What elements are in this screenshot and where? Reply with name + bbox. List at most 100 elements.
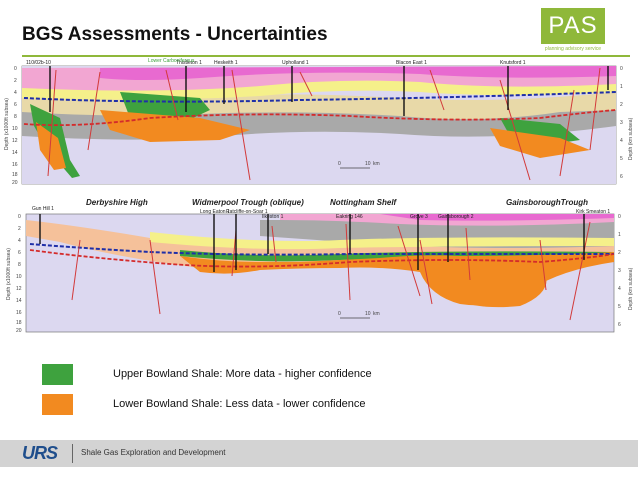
section1-left-axis: 0 2 4 6 8 10 12 14 16 18 20 Depth (x1000… xyxy=(4,66,18,186)
section2-right-axis-label: Depth (km subsea) xyxy=(628,267,634,310)
section2-right-axis: 0 1 2 3 4 5 6 Depth (km subsea) xyxy=(618,214,634,328)
svg-text:4: 4 xyxy=(18,238,21,244)
svg-text:4: 4 xyxy=(618,286,621,292)
section1-well-blacon-east: Blacon East 1 xyxy=(396,60,427,66)
svg-text:8: 8 xyxy=(18,262,21,268)
legend-text-lower-shale: Lower Bowland Shale: Less data - lower c… xyxy=(113,398,366,410)
section2-yellow-band xyxy=(150,232,614,250)
svg-text:20: 20 xyxy=(16,328,22,334)
pas-logo: PAS planning advisory service xyxy=(541,8,605,54)
section2-red-dashed-line xyxy=(29,249,615,268)
section2-well-eakring: Eakring 146 xyxy=(336,214,363,220)
section1-lower-shale-mid xyxy=(100,110,250,142)
svg-text:0: 0 xyxy=(14,66,17,72)
section2-upper-shale-strip xyxy=(180,250,614,262)
section2-well-grove: Grove 3 xyxy=(410,214,428,220)
section2-blue-dashed-line xyxy=(29,243,614,256)
svg-text:3: 3 xyxy=(618,268,621,274)
svg-text:18: 18 xyxy=(12,172,18,178)
svg-text:20: 20 xyxy=(12,180,18,186)
section2-scale-bar: 0 10 km xyxy=(338,311,380,319)
svg-text:18: 18 xyxy=(16,320,22,326)
legend-text-upper-shale: Upper Bowland Shale: More data - higher … xyxy=(113,368,372,380)
region-derbyshire-high: Derbyshire High xyxy=(86,198,148,207)
svg-text:10: 10 xyxy=(12,126,18,132)
section1-right-axis-label: Depth (km subsea) xyxy=(628,117,634,160)
svg-text:8: 8 xyxy=(14,114,17,120)
region-gainsborough-trough: GainsboroughTrough xyxy=(506,198,589,207)
footer-text: Shale Gas Exploration and Development xyxy=(81,448,226,457)
svg-text:0: 0 xyxy=(338,161,341,167)
svg-text:2: 2 xyxy=(620,102,623,108)
svg-text:16: 16 xyxy=(16,310,22,316)
svg-text:4: 4 xyxy=(14,90,17,96)
svg-text:km: km xyxy=(373,311,380,317)
section2-left-axis: 0 2 4 6 8 10 12 14 16 18 20 Depth (x1000… xyxy=(6,214,22,334)
region-nottingham-shelf: Nottingham Shelf xyxy=(330,198,397,207)
svg-text:0: 0 xyxy=(338,311,341,317)
footer-bar: URS Shale Gas Exploration and Developmen… xyxy=(0,440,638,467)
section1-lower-shale-west xyxy=(36,122,66,170)
svg-text:0: 0 xyxy=(620,66,623,72)
svg-text:14: 14 xyxy=(12,150,18,156)
section1-red-dashed-line xyxy=(23,109,617,127)
svg-text:12: 12 xyxy=(16,286,22,292)
section2-well-gun-hill: Gun Hill 1 xyxy=(32,206,54,212)
section1-magenta-band xyxy=(100,66,616,80)
legend-swatch-lower-shale xyxy=(42,394,73,415)
section1-yellow-band xyxy=(22,80,616,100)
pas-logo-box xyxy=(541,8,605,44)
svg-text:2: 2 xyxy=(18,226,21,232)
svg-text:10: 10 xyxy=(365,311,371,317)
footer-separator xyxy=(72,444,73,463)
svg-text:6: 6 xyxy=(18,250,21,256)
legend-swatch-upper-shale xyxy=(42,364,73,385)
section2-magenta-band xyxy=(380,214,614,221)
section1-scale-bar: 0 10 km xyxy=(338,161,380,169)
svg-text:3: 3 xyxy=(620,120,623,126)
svg-text:6: 6 xyxy=(618,322,621,328)
section2-well-kirk-smeaton: Kirk Smeaton 1 xyxy=(576,209,610,215)
section1-well-heskeith: Heskeith 1 xyxy=(214,60,238,66)
section2-well-lines xyxy=(39,214,585,272)
section2-well-gainsborough: Gainsborough 2 xyxy=(438,214,474,220)
pas-logo-subtitle: planning advisory service xyxy=(544,46,602,52)
svg-text:4: 4 xyxy=(620,138,623,144)
section1-green-label: Lower Carboniferous xyxy=(148,58,195,64)
section1-well-upholland: Upholland 1 xyxy=(282,60,309,66)
svg-text:1: 1 xyxy=(620,84,623,90)
svg-text:5: 5 xyxy=(618,304,621,310)
section1-well-lines xyxy=(49,66,609,116)
svg-text:6: 6 xyxy=(14,102,17,108)
section2-faults xyxy=(71,221,591,321)
section1-left-axis-label: Depth (x1000ft subsea) xyxy=(4,98,10,150)
svg-text:10: 10 xyxy=(365,161,371,167)
svg-text:1: 1 xyxy=(618,232,621,238)
section1-well-thistleton: Thistleton 1 xyxy=(176,60,202,66)
svg-text:0: 0 xyxy=(18,214,21,220)
svg-text:10: 10 xyxy=(16,274,22,280)
section2-well-ilkeston: Ilkeston 1 xyxy=(262,214,284,220)
region-widmerpool-trough: Widmerpool Trough (oblique) xyxy=(192,198,304,207)
svg-text:14: 14 xyxy=(16,298,22,304)
slide-title: BGS Assessments - Uncertainties xyxy=(22,24,328,45)
svg-text:16: 16 xyxy=(12,162,18,168)
svg-text:2: 2 xyxy=(14,78,17,84)
section1-faults xyxy=(47,67,601,181)
pas-logo-text: PAS xyxy=(548,12,598,39)
svg-text:km: km xyxy=(373,161,380,167)
svg-text:6: 6 xyxy=(620,174,623,180)
section1-well-110-02b-10: 110/02b-10 xyxy=(26,60,51,66)
section1-right-axis: 0 1 2 3 4 5 6 Depth (km subsea) xyxy=(620,66,634,180)
section2-well-ratcliffe: Ratcliffe-on-Soar 1 xyxy=(226,209,268,215)
svg-text:5: 5 xyxy=(620,156,623,162)
svg-text:0: 0 xyxy=(618,214,621,220)
svg-text:2: 2 xyxy=(618,250,621,256)
svg-text:12: 12 xyxy=(12,138,18,144)
section2-well-long-eaton: Long Eaton 1 xyxy=(200,209,230,215)
section2-left-axis-label: Depth (x1000ft subsea) xyxy=(6,248,12,300)
title-divider xyxy=(22,55,630,57)
urs-logo: URS xyxy=(22,443,58,463)
